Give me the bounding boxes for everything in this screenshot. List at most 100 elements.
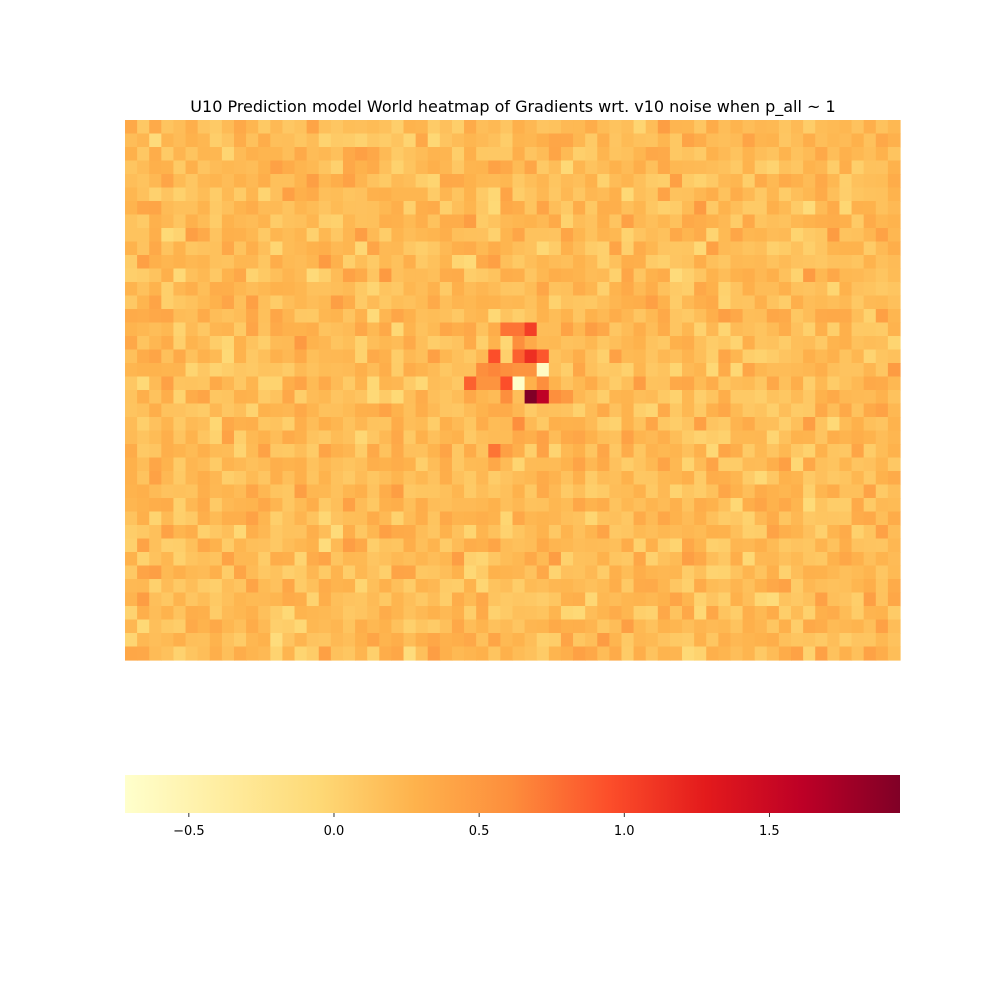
heatmap-cell <box>439 376 453 391</box>
heatmap-cell <box>645 349 659 364</box>
heatmap-cell <box>827 403 841 418</box>
heatmap-cell <box>863 646 877 661</box>
heatmap-cell <box>246 174 259 189</box>
heatmap-cell <box>791 214 804 229</box>
heatmap-cell <box>887 619 901 634</box>
heatmap-cell <box>730 255 744 270</box>
heatmap-cell <box>573 525 586 540</box>
heatmap-cell <box>221 511 235 526</box>
heatmap-cell <box>657 538 671 553</box>
heatmap-cell <box>669 268 683 283</box>
heatmap-cell <box>669 552 683 567</box>
heatmap-cell <box>827 160 841 175</box>
heatmap-cell <box>391 241 405 256</box>
heatmap-cell <box>803 417 816 432</box>
heatmap-cell <box>221 457 235 472</box>
heatmap-cell <box>451 498 465 513</box>
heatmap-cell <box>791 444 804 459</box>
heatmap-cell <box>258 579 271 594</box>
heatmap-cell <box>621 484 635 499</box>
heatmap-cell <box>500 363 514 378</box>
heatmap-cell <box>306 457 320 472</box>
heatmap-cell <box>439 322 453 337</box>
heatmap-cell <box>391 322 405 337</box>
heatmap-cell <box>730 120 744 135</box>
heatmap-cell <box>209 376 223 391</box>
heatmap-cell <box>512 471 526 486</box>
heatmap-cell <box>597 336 610 351</box>
heatmap-cell <box>379 511 393 526</box>
heatmap-cell <box>512 255 526 270</box>
heatmap-cell <box>185 187 199 202</box>
heatmap-cell <box>488 525 501 540</box>
heatmap-cell <box>657 417 671 432</box>
heatmap-cell <box>246 579 259 594</box>
heatmap-cell <box>827 511 841 526</box>
heatmap-cell <box>282 309 296 324</box>
heatmap-cell <box>742 390 756 405</box>
heatmap-cell <box>451 282 465 297</box>
heatmap-cell <box>306 214 320 229</box>
heatmap-cell <box>742 241 756 256</box>
heatmap-cell <box>851 511 865 526</box>
heatmap-cell <box>379 174 393 189</box>
heatmap-cell <box>258 552 271 567</box>
heatmap-cell <box>718 147 732 162</box>
heatmap-cell <box>827 471 841 486</box>
heatmap-cell <box>330 268 344 283</box>
heatmap-cell <box>342 646 356 661</box>
heatmap-cell <box>439 282 453 297</box>
heatmap-cell <box>827 457 841 472</box>
heatmap-cell <box>621 120 635 135</box>
heatmap-cell <box>415 619 429 634</box>
heatmap-cell <box>427 174 441 189</box>
heatmap-cell <box>342 282 356 297</box>
heatmap-cell <box>209 525 223 540</box>
heatmap-cell <box>391 255 405 270</box>
heatmap-cell <box>367 619 380 634</box>
heatmap-cell <box>536 390 550 405</box>
heatmap-cell <box>851 363 865 378</box>
heatmap-cell <box>851 430 865 445</box>
heatmap-cell <box>597 295 610 310</box>
heatmap-cell <box>294 417 308 432</box>
heatmap-cell <box>548 187 562 202</box>
heatmap-cell <box>125 430 138 445</box>
heatmap-cell <box>633 457 647 472</box>
heatmap-cell <box>633 241 647 256</box>
heatmap-cell <box>233 619 247 634</box>
heatmap-cell <box>282 174 296 189</box>
heatmap-cell <box>355 187 368 202</box>
heatmap-cell <box>609 376 623 391</box>
heatmap-cell <box>778 619 792 634</box>
heatmap-cell <box>766 403 780 418</box>
heatmap-cell <box>682 565 695 580</box>
heatmap-cell <box>415 471 429 486</box>
heatmap-cell <box>476 160 489 175</box>
heatmap-cell <box>488 606 501 621</box>
heatmap-cell <box>294 376 308 391</box>
heatmap-cell <box>645 633 659 648</box>
heatmap-cell <box>270 309 284 324</box>
heatmap-cell <box>185 511 199 526</box>
heatmap-cell <box>197 484 211 499</box>
heatmap-cell <box>427 120 441 135</box>
heatmap-cell <box>342 187 356 202</box>
heatmap-cell <box>258 174 271 189</box>
heatmap-cell <box>791 633 804 648</box>
heatmap-cell <box>258 228 271 243</box>
heatmap-cell <box>209 363 223 378</box>
heatmap-cell <box>851 471 865 486</box>
heatmap-cell <box>403 187 417 202</box>
heatmap-cell <box>318 147 332 162</box>
heatmap-cell <box>815 633 828 648</box>
heatmap-cell <box>536 309 550 324</box>
heatmap-cell <box>246 525 259 540</box>
heatmap-cell <box>718 322 732 337</box>
heatmap-cell <box>875 228 889 243</box>
heatmap-cell <box>803 484 816 499</box>
heatmap-cell <box>791 295 804 310</box>
heatmap-cell <box>548 201 562 216</box>
heatmap-cell <box>221 228 235 243</box>
heatmap-cell <box>851 255 865 270</box>
